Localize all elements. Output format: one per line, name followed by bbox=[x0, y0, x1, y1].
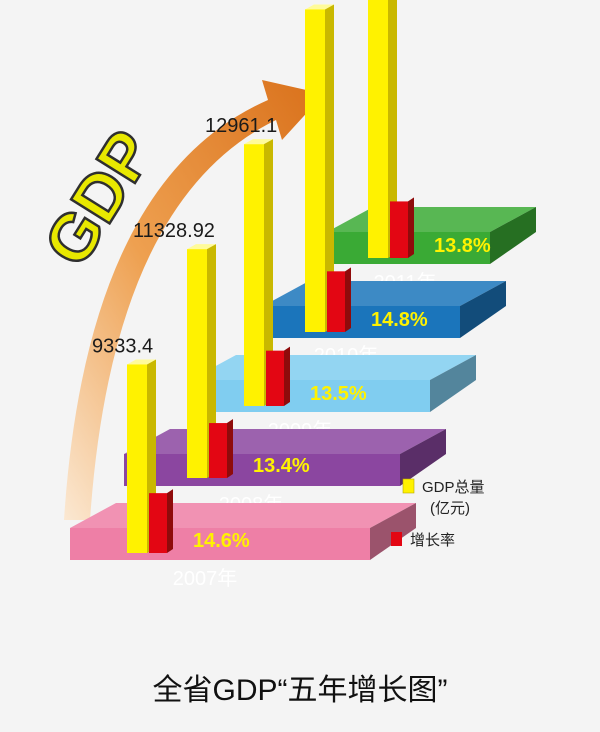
step-top-1 bbox=[124, 429, 446, 454]
step-front-2 bbox=[190, 380, 430, 412]
gdp-bar-top-2 bbox=[244, 139, 273, 145]
step-front-0 bbox=[70, 528, 370, 560]
step-side-4 bbox=[490, 207, 536, 264]
gdp-bar-top-3 bbox=[305, 4, 334, 10]
rate-bar-side-2 bbox=[284, 346, 290, 406]
legend: GDP总量 (亿元) 增长率 bbox=[391, 478, 485, 549]
rate-value-label-1: 13.4% bbox=[253, 455, 310, 477]
rate-bar-side-1 bbox=[227, 419, 233, 478]
gdp-bar-side-2 bbox=[264, 139, 273, 406]
step-side-1 bbox=[400, 429, 446, 486]
gdp-value-label-0: 9333.4 bbox=[92, 335, 153, 357]
chart-title: 全省GDP“五年增长图” bbox=[153, 674, 448, 707]
rate-value-label-0: 14.6% bbox=[193, 530, 250, 552]
rate-bar-side-0 bbox=[167, 489, 173, 553]
rate-bar-1 bbox=[209, 423, 227, 478]
bar-group: 9333.4 14.6% 11328.92 13.4% 12961.1 13.5% 1596… bbox=[92, 0, 491, 553]
step-front-3 bbox=[263, 306, 460, 338]
gdp-bar-0 bbox=[127, 364, 147, 553]
rate-bar-side-3 bbox=[345, 267, 351, 332]
step-side-3 bbox=[460, 281, 506, 338]
rate-bar-4 bbox=[390, 201, 408, 258]
step-top-2 bbox=[190, 355, 476, 380]
gdp-bar-side-3 bbox=[325, 4, 334, 332]
gdp-value-label-1: 11328.92 bbox=[133, 220, 215, 242]
growth-arrow-icon bbox=[64, 80, 324, 520]
legend-total-swatch bbox=[402, 478, 415, 494]
gdp-value-label-2: 12961.1 bbox=[205, 115, 277, 137]
rate-value-label-3: 14.8% bbox=[371, 309, 428, 331]
gdp-bar-side-4 bbox=[388, 0, 397, 258]
rate-value-label-4: 13.8% bbox=[434, 235, 491, 257]
legend-total-label: GDP总量 bbox=[422, 479, 485, 496]
gdp-value-label-3: 15967.61 bbox=[254, 0, 337, 2]
gdp-bar-top-1 bbox=[187, 244, 216, 250]
gdp-bar-1 bbox=[187, 249, 207, 478]
gdp-bar-top-0 bbox=[127, 359, 156, 365]
gdp-bar-side-1 bbox=[207, 244, 216, 478]
gdp-bar-3 bbox=[305, 9, 325, 332]
step-top-0 bbox=[70, 503, 416, 528]
gdp-bar-4 bbox=[368, 0, 388, 258]
step-side-0 bbox=[370, 503, 416, 560]
gdp-bar-2 bbox=[244, 144, 264, 406]
rate-bar-side-4 bbox=[408, 197, 414, 258]
step-side-2 bbox=[430, 355, 476, 412]
step-front-1 bbox=[124, 454, 400, 486]
rate-bar-3 bbox=[327, 271, 345, 332]
legend-rate-swatch bbox=[391, 532, 402, 546]
legend-total-unit: (亿元) bbox=[430, 500, 470, 517]
year-label-0: 2007年 bbox=[173, 567, 238, 590]
rate-bar-2 bbox=[266, 350, 284, 406]
rate-bar-0 bbox=[149, 493, 167, 553]
rate-value-label-2: 13.5% bbox=[310, 383, 367, 405]
legend-rate-label: 增长率 bbox=[410, 532, 455, 549]
